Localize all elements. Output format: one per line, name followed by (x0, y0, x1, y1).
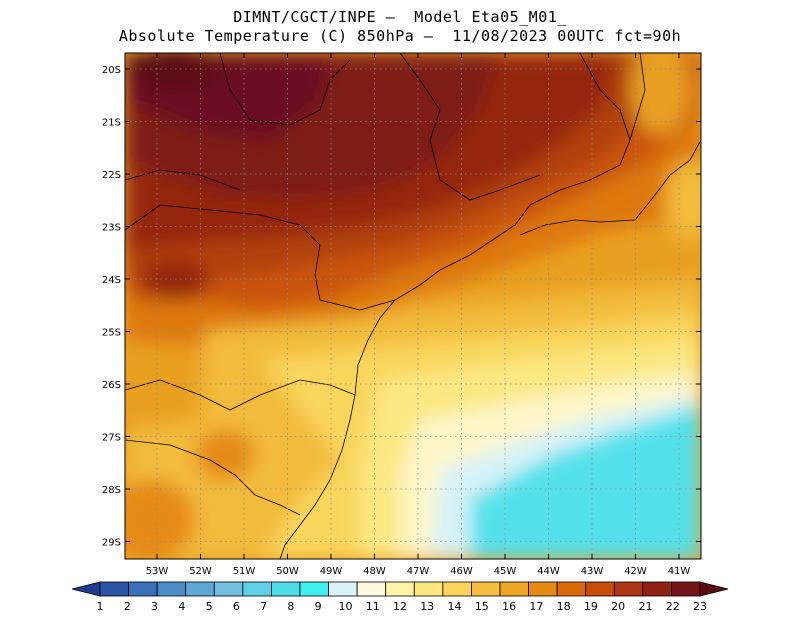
colorbar-label: 7 (260, 600, 267, 613)
colorbar-label: 13 (420, 600, 434, 613)
lon-tick-label: 47W (407, 566, 430, 577)
colorbar-box (213, 581, 244, 597)
colorbar-label: 5 (206, 600, 213, 613)
lat-tick-label: 25S (102, 328, 121, 339)
colorbar-label: 19 (584, 600, 598, 613)
colorbar-label: 4 (178, 600, 185, 613)
lon-tick-label: 49W (320, 566, 343, 577)
colorbar-box (328, 581, 358, 597)
latitude-axis: 20S 21S 22S 23S 24S 25S 26S 27S 28S 29S (102, 65, 701, 549)
colorbar-label: 22 (666, 600, 680, 613)
colorbar-label: 2 (124, 600, 131, 613)
colorbar: 1 2 3 4 5 6 7 8 9 10 11 12 13 14 15 16 17 18 19 20 21 22 23 (71, 581, 729, 613)
colorbar-box (356, 581, 387, 597)
state-border (125, 439, 301, 516)
colorbar-label: 12 (393, 600, 407, 613)
lat-tick-label: 28S (102, 485, 121, 496)
colorbar-box (299, 581, 329, 597)
state-border (125, 204, 396, 311)
longitude-axis: 53W 52W 51W 50W 49W 48W 47W 46W 45W 44W 43W 42W 41W (146, 53, 691, 577)
colorbar-label: 15 (475, 600, 489, 613)
state-border (399, 53, 541, 201)
colorbar-label: 9 (315, 600, 322, 613)
colorbar-box (499, 581, 529, 597)
lat-tick-label: 23S (102, 223, 121, 234)
colorbar-label: 3 (151, 600, 158, 613)
colorbar-box (585, 581, 615, 597)
colorbar-arrow-high (699, 581, 729, 597)
lat-tick-label: 24S (102, 275, 121, 286)
colorbar-box (271, 581, 301, 597)
lon-tick-label: 45W (494, 566, 517, 577)
lat-tick-label: 26S (102, 380, 121, 391)
colorbar-box (613, 581, 644, 597)
coastline (279, 53, 646, 559)
lon-tick-label: 48W (363, 566, 386, 577)
colorbar-label: 14 (448, 600, 462, 613)
colorbar-box (185, 581, 215, 597)
colorbar-label: 6 (233, 600, 240, 613)
colorbar-box (242, 581, 272, 597)
lat-tick-label: 22S (102, 170, 121, 181)
colorbar-label: 17 (529, 600, 543, 613)
lon-tick-label: 41W (668, 566, 691, 577)
colorbar-box (413, 581, 444, 597)
map-title-line-1: DIMNT/CGCT/INPE — Model Eta05_M01_ (233, 8, 567, 26)
lon-tick-label: 44W (537, 566, 560, 577)
colorbar-label: 23 (693, 600, 707, 613)
state-border (125, 169, 241, 191)
colorbar-label: 16 (502, 600, 516, 613)
coastline-northeast (519, 139, 701, 236)
colorbar-box (442, 581, 472, 597)
colorbar-box (471, 581, 501, 597)
colorbar-label: 20 (611, 600, 625, 613)
colorbar-label: 18 (557, 600, 571, 613)
colorbar-label: 21 (638, 600, 652, 613)
colorbar-box (128, 581, 158, 597)
coastline-and-borders (125, 53, 701, 559)
temperature-field (125, 53, 701, 559)
lon-tick-label: 42W (624, 566, 647, 577)
lon-tick-label: 43W (581, 566, 604, 577)
map-title-line-2: Absolute Temperature (C) 850hPa — 11/08/… (118, 27, 682, 45)
lon-tick-label: 46W (450, 566, 473, 577)
colorbar-box (156, 581, 187, 597)
map-frame (124, 52, 702, 560)
colorbar-box (528, 581, 558, 597)
colorbar-label: 11 (366, 600, 380, 613)
colorbar-box (642, 581, 672, 597)
lon-tick-label: 52W (189, 566, 212, 577)
lat-tick-label: 21S (102, 118, 121, 129)
state-border (579, 53, 631, 141)
lon-tick-label: 50W (276, 566, 299, 577)
colorbar-box (556, 581, 587, 597)
graticule (125, 53, 701, 559)
colorbar-label: 1 (97, 600, 104, 613)
colorbar-box (99, 581, 129, 597)
lon-tick-label: 53W (146, 566, 169, 577)
colorbar-label: 8 (287, 600, 294, 613)
colorbar-label: 10 (338, 600, 352, 613)
colorbar-arrow-low (71, 581, 101, 597)
lat-tick-label: 29S (102, 538, 121, 549)
lon-tick-label: 51W (233, 566, 256, 577)
colorbar-box (385, 581, 415, 597)
colorbar-box (671, 581, 701, 597)
lat-tick-label: 20S (102, 65, 121, 76)
lat-tick-label: 27S (102, 433, 121, 444)
state-border (219, 53, 351, 126)
